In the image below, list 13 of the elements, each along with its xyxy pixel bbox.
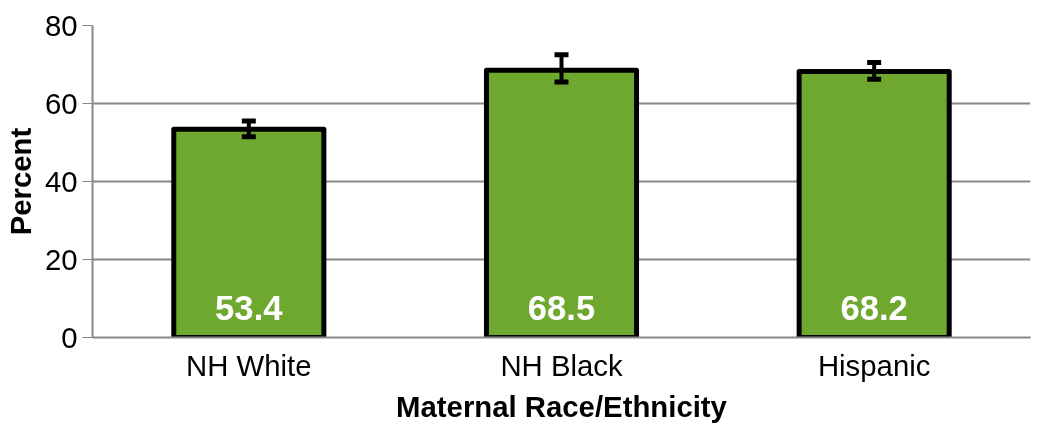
data-label: 68.5	[527, 288, 596, 327]
x-tick-label: Hispanic	[817, 348, 931, 382]
y-tick-label: 20	[44, 242, 78, 276]
data-label: 68.2	[840, 288, 908, 327]
x-axis-title: Maternal Race/Ethnicity	[396, 389, 728, 423]
x-tick-label: NH White	[186, 348, 312, 382]
x-tick-label: NH Black	[500, 348, 623, 382]
y-tick-label: 60	[44, 86, 78, 120]
y-axis-title: Percent	[3, 127, 37, 236]
y-tick-label: 0	[61, 320, 78, 354]
data-label: 53.4	[215, 288, 284, 327]
y-tick-label: 80	[44, 8, 78, 42]
y-tick-label: 40	[44, 164, 78, 198]
